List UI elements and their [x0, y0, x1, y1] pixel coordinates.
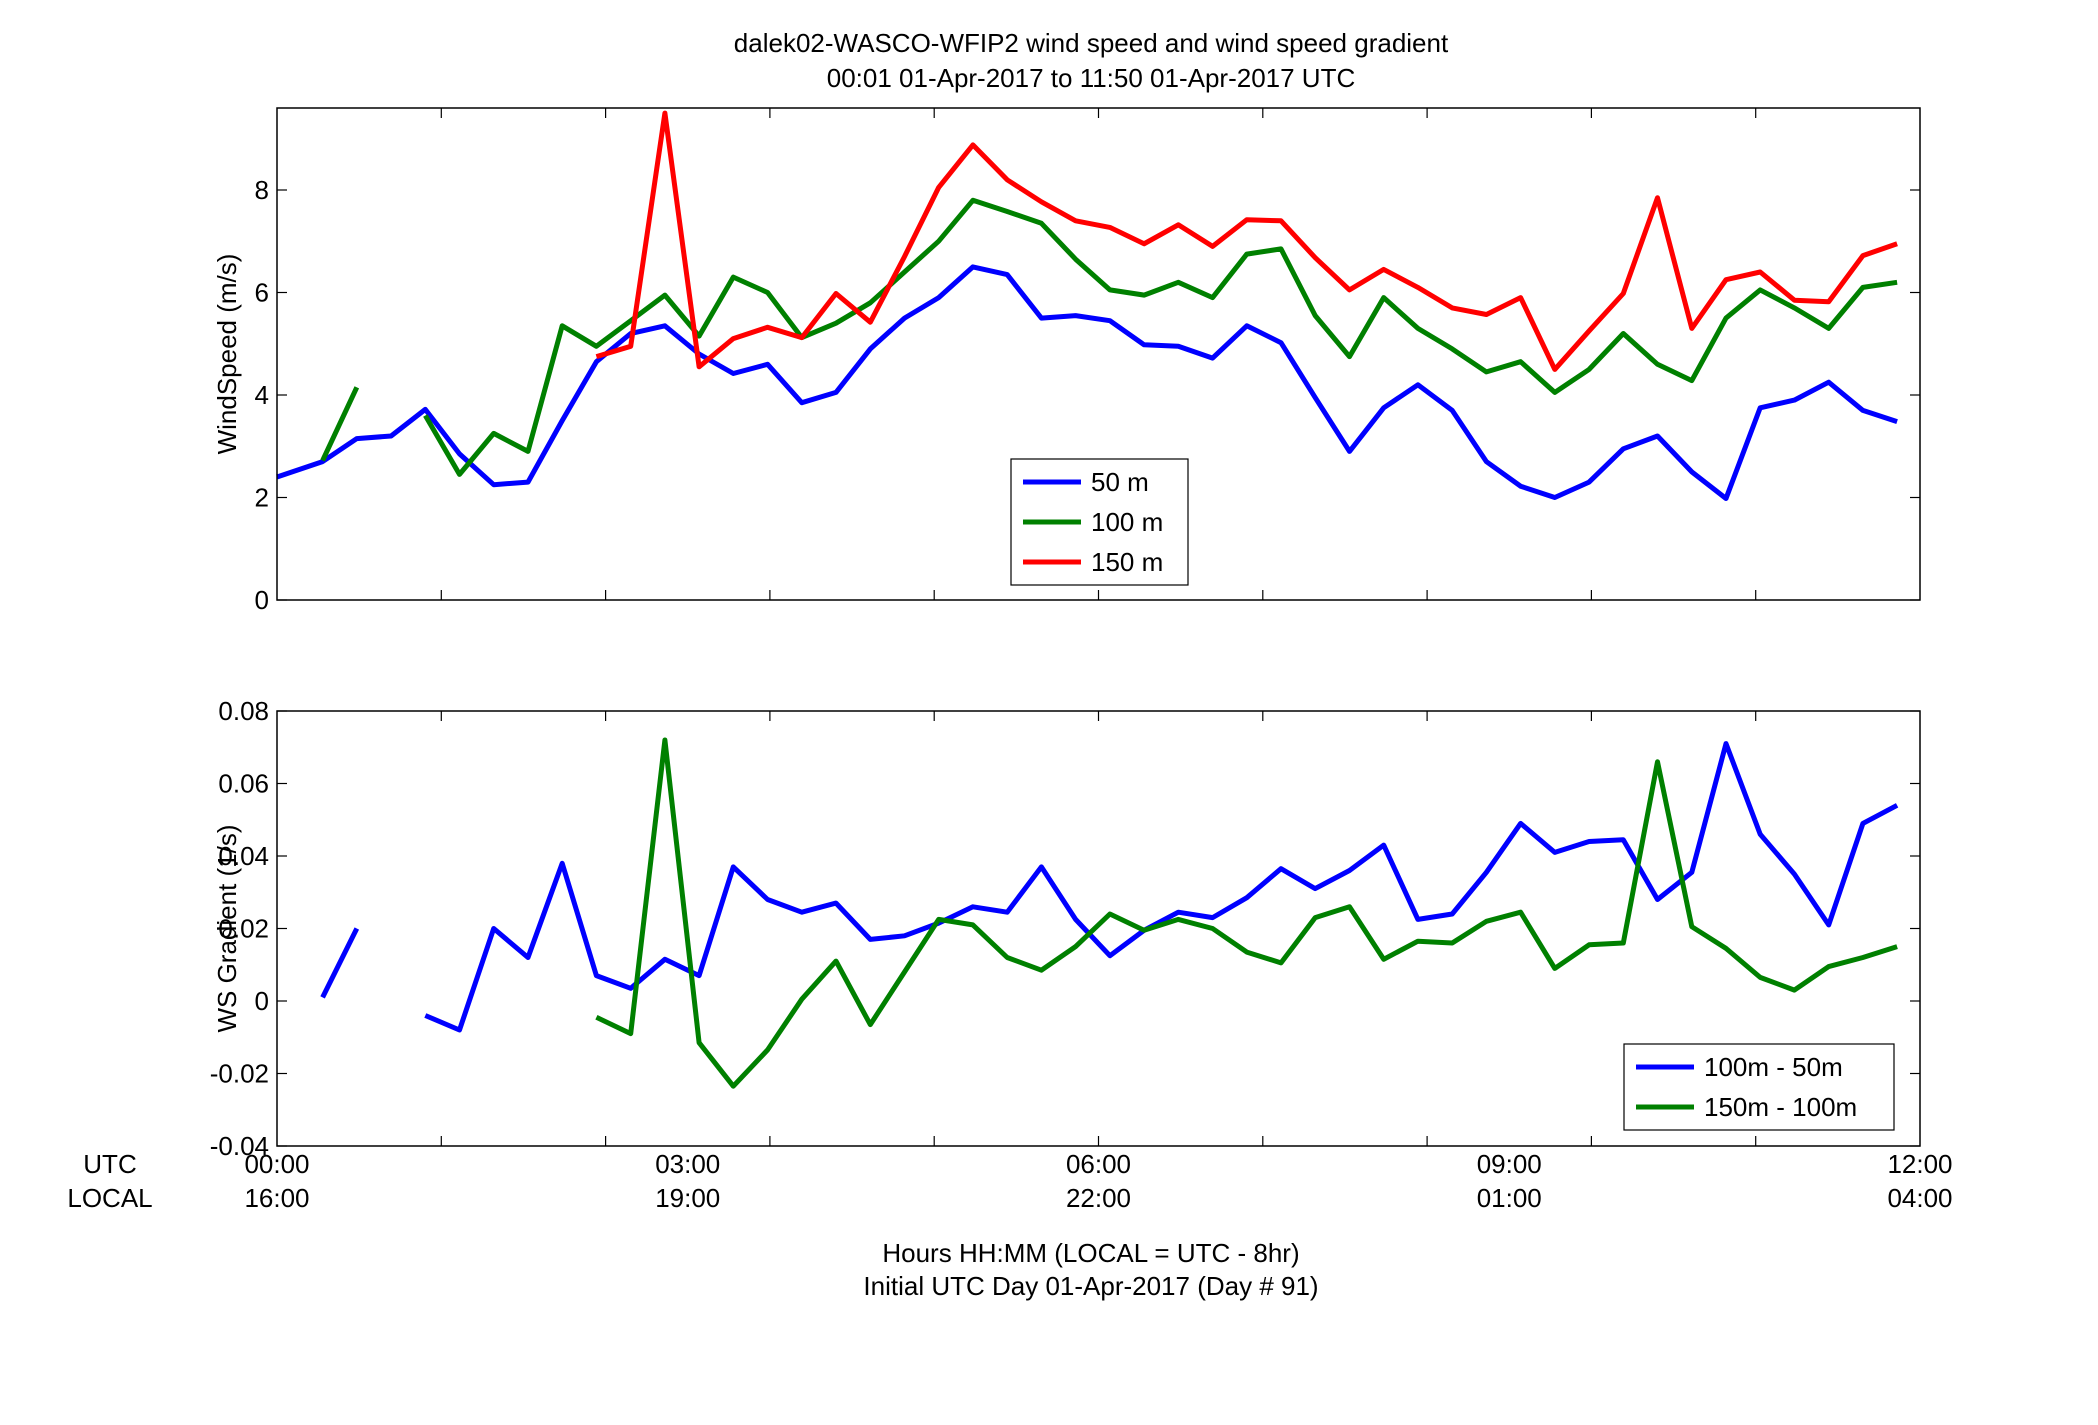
y-tick-label: 2 [255, 483, 269, 513]
y-tick-label: 0.08 [218, 696, 269, 726]
windspeed-legend: 50 m 100 m 150 m [1010, 458, 1189, 586]
y-tick-label: 4 [255, 380, 269, 410]
x-tick-label-utc: 00:00 [244, 1149, 309, 1179]
chart-title-line1: dalek02-WASCO-WFIP2 wind speed and wind … [734, 28, 1449, 58]
y-tick-label: 0.04 [218, 841, 269, 871]
series-line-0 [276, 264, 1898, 501]
series-line-2 [595, 110, 1898, 372]
windspeed-series-layer [276, 110, 1898, 501]
legend-label: 100m - 50m [1704, 1052, 1843, 1082]
series-line-0 [320, 741, 1899, 1033]
y-tick-label: 6 [255, 278, 269, 308]
windspeed-panel: 0 2 4 6 8 50 m 100 m 150 m WindSpeed (m/s) [212, 107, 1921, 615]
utc-row-label: UTC [83, 1149, 136, 1179]
x-tick-label-local: 01:00 [1477, 1183, 1542, 1213]
series-line-1 [320, 197, 1898, 477]
x-tick-labels: 00:00 16:00 03:00 19:00 06:00 22:00 09:00 01:00… [244, 1149, 1952, 1213]
gradient-ticks: -0.04 -0.02 0 0.02 0.04 0.06 0.08 [210, 696, 1920, 1161]
x-tick-label-utc: 09:00 [1477, 1149, 1542, 1179]
gradient-series-layer [320, 737, 1899, 1089]
y-tick-label: -0.02 [210, 1059, 269, 1089]
gradient-legend: 100m - 50m 150m - 100m [1623, 1043, 1895, 1131]
legend-box [1623, 1043, 1895, 1131]
x-axis-footer-line2: Initial UTC Day 01-Apr-2017 (Day # 91) [863, 1271, 1318, 1301]
x-axis-footer-line1: Hours HH:MM (LOCAL = UTC - 8hr) [882, 1238, 1299, 1268]
y-tick-label: 0.06 [218, 769, 269, 799]
local-row-label: LOCAL [67, 1183, 152, 1213]
legend-label: 150m - 100m [1704, 1092, 1857, 1122]
x-tick-label-utc: 12:00 [1887, 1149, 1952, 1179]
windspeed-y-axis-label: WindSpeed (m/s) [212, 254, 242, 455]
legend-label: 50 m [1091, 467, 1149, 497]
y-tick-label: 0 [255, 585, 269, 615]
y-tick-label: 0 [255, 986, 269, 1016]
y-tick-label: 0.02 [218, 914, 269, 944]
x-tick-label-utc: 03:00 [655, 1149, 720, 1179]
x-tick-label-local: 04:00 [1887, 1183, 1952, 1213]
legend-label: 100 m [1091, 507, 1163, 537]
y-tick-label: -0.04 [210, 1131, 269, 1161]
x-tick-label-local: 16:00 [244, 1183, 309, 1213]
x-tick-label-local: 22:00 [1066, 1183, 1131, 1213]
legend-label: 150 m [1091, 547, 1163, 577]
gradient-panel: -0.04 -0.02 0 0.02 0.04 0.06 0.08 100m - 50m 15… [210, 696, 1921, 1161]
gradient-y-axis-label: WS Gradient (1/s) [212, 824, 242, 1032]
chart-title-line2: 00:01 01-Apr-2017 to 11:50 01-Apr-2017 U… [827, 63, 1356, 93]
x-tick-label-utc: 06:00 [1066, 1149, 1131, 1179]
series-line-1 [595, 737, 1898, 1089]
x-tick-label-local: 19:00 [655, 1183, 720, 1213]
y-tick-label: 8 [255, 175, 269, 205]
windspeed-ticks: 0 2 4 6 8 [255, 108, 1920, 615]
